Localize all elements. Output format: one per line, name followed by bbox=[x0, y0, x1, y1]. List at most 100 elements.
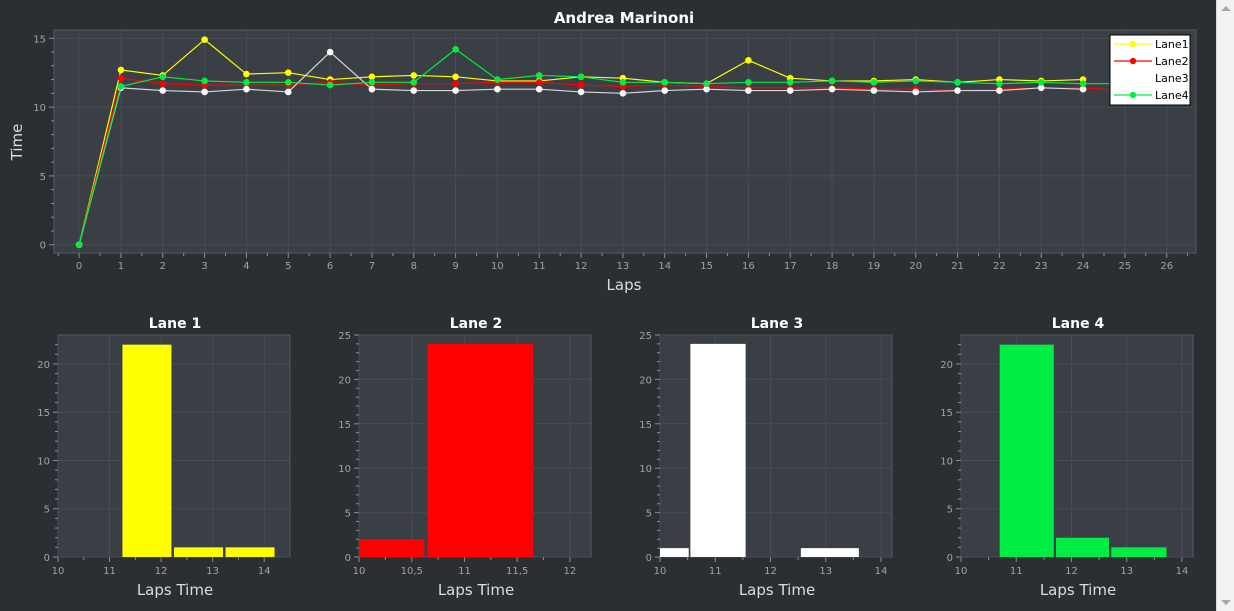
lane-2-histogram: 10 10,5 11 11,5 12 0 5 10 15 20 25 Lane 2 Laps Time bbox=[338, 316, 592, 599]
data-point bbox=[494, 76, 501, 83]
data-point bbox=[786, 79, 794, 86]
x-tick-label: 14 bbox=[1176, 566, 1189, 577]
x-tick-label: 8 bbox=[411, 261, 417, 272]
data-point bbox=[996, 87, 1003, 94]
data-point bbox=[368, 73, 376, 81]
data-point bbox=[661, 79, 669, 86]
data-point bbox=[786, 87, 794, 94]
x-tick-label: 13 bbox=[819, 566, 832, 577]
data-point bbox=[577, 81, 585, 89]
y-tick-label: 20 bbox=[338, 375, 351, 386]
scroll-up-arrow-icon[interactable] bbox=[1221, 6, 1231, 11]
lane-4-histogram: 10 11 12 13 14 0 5 10 15 20 Lane 4 Laps Time bbox=[940, 316, 1194, 599]
y-tick-label: 20 bbox=[639, 375, 652, 386]
histogram-bar bbox=[660, 548, 689, 557]
data-point bbox=[452, 87, 459, 94]
x-tick-label: 13 bbox=[206, 566, 219, 577]
x-tick-label: 10 bbox=[654, 566, 667, 577]
lane-3-histogram: 10 11 12 13 14 0 5 10 15 20 25 Lane 3 Laps Time bbox=[639, 316, 893, 599]
data-point bbox=[243, 85, 250, 93]
legend-box bbox=[1109, 34, 1191, 106]
plot-area bbox=[57, 334, 291, 558]
data-point bbox=[577, 73, 585, 81]
y-tick-label: 15 bbox=[639, 420, 652, 431]
histogram-title: Lane 3 bbox=[751, 316, 803, 332]
x-tick-label: 14 bbox=[875, 566, 888, 577]
histogram-x-axis-label: Laps Time bbox=[438, 581, 514, 599]
x-tick-label: 1 bbox=[118, 261, 124, 272]
scroll-down-arrow-icon[interactable] bbox=[1221, 600, 1231, 605]
y-tick-label: 0 bbox=[40, 241, 46, 252]
data-point bbox=[1037, 79, 1045, 86]
y-tick-label: 10 bbox=[639, 464, 652, 475]
x-tick-label: 10 bbox=[52, 566, 65, 577]
histogram-x-axis-label: Laps Time bbox=[739, 581, 815, 599]
data-point bbox=[996, 80, 1003, 87]
y-tick-label: 5 bbox=[345, 509, 351, 520]
y-tick-label: 15 bbox=[37, 408, 50, 419]
histogram-title: Lane 4 bbox=[1052, 316, 1105, 332]
y-tick-label: 0 bbox=[947, 553, 953, 564]
data-point bbox=[452, 80, 459, 87]
x-tick-label: 11 bbox=[533, 261, 546, 272]
data-point bbox=[619, 90, 627, 97]
x-tick-label: 23 bbox=[1035, 261, 1048, 272]
x-tick-label: 19 bbox=[868, 261, 881, 272]
histogram-title: Lane 2 bbox=[450, 316, 502, 332]
lane-1-histogram: 10 11 12 13 14 0 5 10 15 20 Lane 1 Laps Time bbox=[37, 316, 291, 599]
y-tick-label: 15 bbox=[940, 408, 953, 419]
x-tick-label: 13 bbox=[617, 261, 630, 272]
data-point bbox=[243, 79, 250, 86]
x-axis-label: Laps bbox=[607, 276, 642, 294]
y-tick-label: 10 bbox=[37, 456, 50, 467]
y-tick-label: 15 bbox=[33, 34, 46, 45]
data-point bbox=[284, 79, 292, 86]
data-point bbox=[201, 36, 208, 43]
y-axis-label: Time bbox=[8, 124, 26, 162]
data-point bbox=[410, 87, 418, 94]
histogram-bar bbox=[1111, 547, 1167, 557]
x-tick-label: 12 bbox=[155, 566, 168, 577]
data-point bbox=[159, 73, 167, 81]
data-point bbox=[870, 87, 878, 94]
histogram-bar bbox=[427, 343, 533, 557]
y-tick-label: 20 bbox=[37, 360, 50, 371]
legend-marker bbox=[1129, 40, 1137, 48]
y-tick-label: 25 bbox=[338, 331, 351, 342]
legend-marker bbox=[1129, 74, 1137, 82]
legend-marker bbox=[1129, 57, 1137, 65]
data-point bbox=[243, 70, 250, 78]
vertical-scrollbar[interactable] bbox=[1216, 0, 1234, 611]
histogram-x-axis-label: Laps Time bbox=[1040, 581, 1116, 599]
data-point bbox=[117, 83, 125, 90]
legend-label: Lane1 bbox=[1155, 38, 1189, 51]
data-point bbox=[452, 45, 459, 53]
y-tick-label: 25 bbox=[639, 331, 652, 342]
x-tick-label: 24 bbox=[1077, 261, 1090, 272]
y-tick-label: 0 bbox=[646, 553, 652, 564]
data-point bbox=[954, 87, 961, 94]
y-tick-label: 0 bbox=[44, 553, 50, 564]
y-tick-label: 5 bbox=[947, 505, 953, 516]
x-tick-label: 25 bbox=[1119, 261, 1132, 272]
x-tick-label: 2 bbox=[160, 261, 166, 272]
data-point bbox=[284, 88, 292, 96]
plot-area bbox=[960, 334, 1194, 558]
histogram-bar bbox=[800, 548, 859, 557]
data-point bbox=[201, 77, 208, 85]
series-lane4 bbox=[75, 45, 1129, 249]
x-tick-label: 11 bbox=[458, 566, 471, 577]
data-point bbox=[1079, 80, 1087, 87]
data-point bbox=[828, 85, 836, 93]
data-point bbox=[284, 69, 292, 76]
histogram-bar bbox=[1056, 537, 1110, 557]
data-point bbox=[326, 48, 334, 56]
x-tick-label: 10 bbox=[353, 566, 366, 577]
histogram-x-axis-label: Laps Time bbox=[137, 581, 213, 599]
data-point bbox=[745, 56, 752, 64]
legend-label: Lane3 bbox=[1155, 72, 1189, 85]
x-tick-label: 16 bbox=[742, 261, 755, 272]
histogram-bar bbox=[174, 547, 223, 557]
series-line-lane4 bbox=[78, 48, 1125, 245]
